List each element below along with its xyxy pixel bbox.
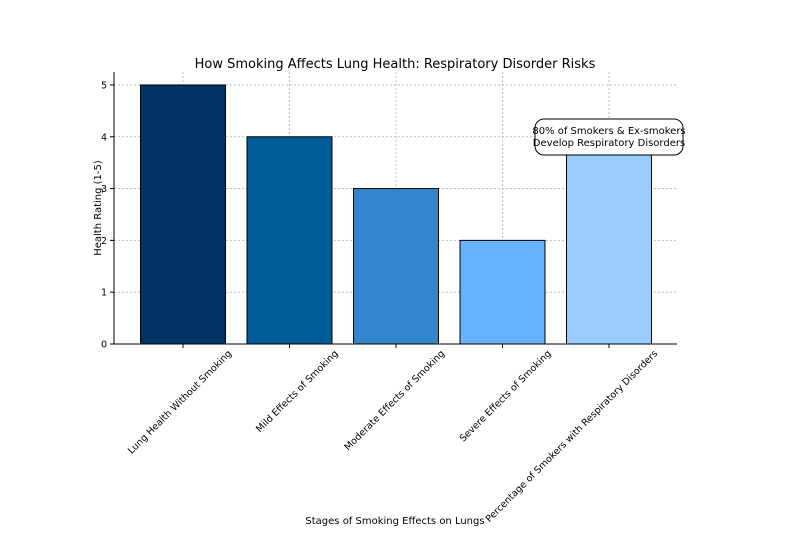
y-tick-label: 3 (101, 184, 107, 195)
x-tick-label: Lung Health Without Smoking (126, 348, 234, 456)
y-tick-label: 2 (101, 236, 107, 247)
x-tick-label: Mild Effects of Smoking (254, 348, 340, 434)
x-tick-labels: Lung Health Without Smoking Mild Effects … (126, 344, 660, 525)
y-tick-label: 4 (101, 132, 107, 143)
x-tick-label: Severe Effects of Smoking (458, 348, 554, 444)
y-ticks: 0 1 2 3 4 5 (101, 80, 114, 351)
bar (566, 136, 652, 345)
annotation-text: Develop Respiratory Disorders (533, 138, 685, 149)
bars (140, 84, 652, 345)
bar (246, 136, 333, 345)
y-tick-label: 5 (101, 80, 107, 91)
y-tick-label: 1 (101, 288, 107, 299)
chart-title: How Smoking Affects Lung Health: Respira… (195, 57, 596, 72)
bar (353, 188, 439, 345)
y-tick-label: 0 (101, 340, 107, 351)
x-tick-label: Percentage of Smokers with Respiratory D… (484, 348, 660, 524)
annotation-text: 80% of Smokers & Ex-smokers (532, 126, 685, 137)
bar (140, 84, 226, 345)
x-axis-label: Stages of Smoking Effects on Lungs (305, 516, 484, 527)
bar (459, 239, 546, 345)
annotation-box (534, 118, 684, 156)
y-axis-label: Health Rating (1-5) (93, 160, 104, 256)
x-tick-label: Moderate Effects of Smoking (342, 348, 447, 453)
